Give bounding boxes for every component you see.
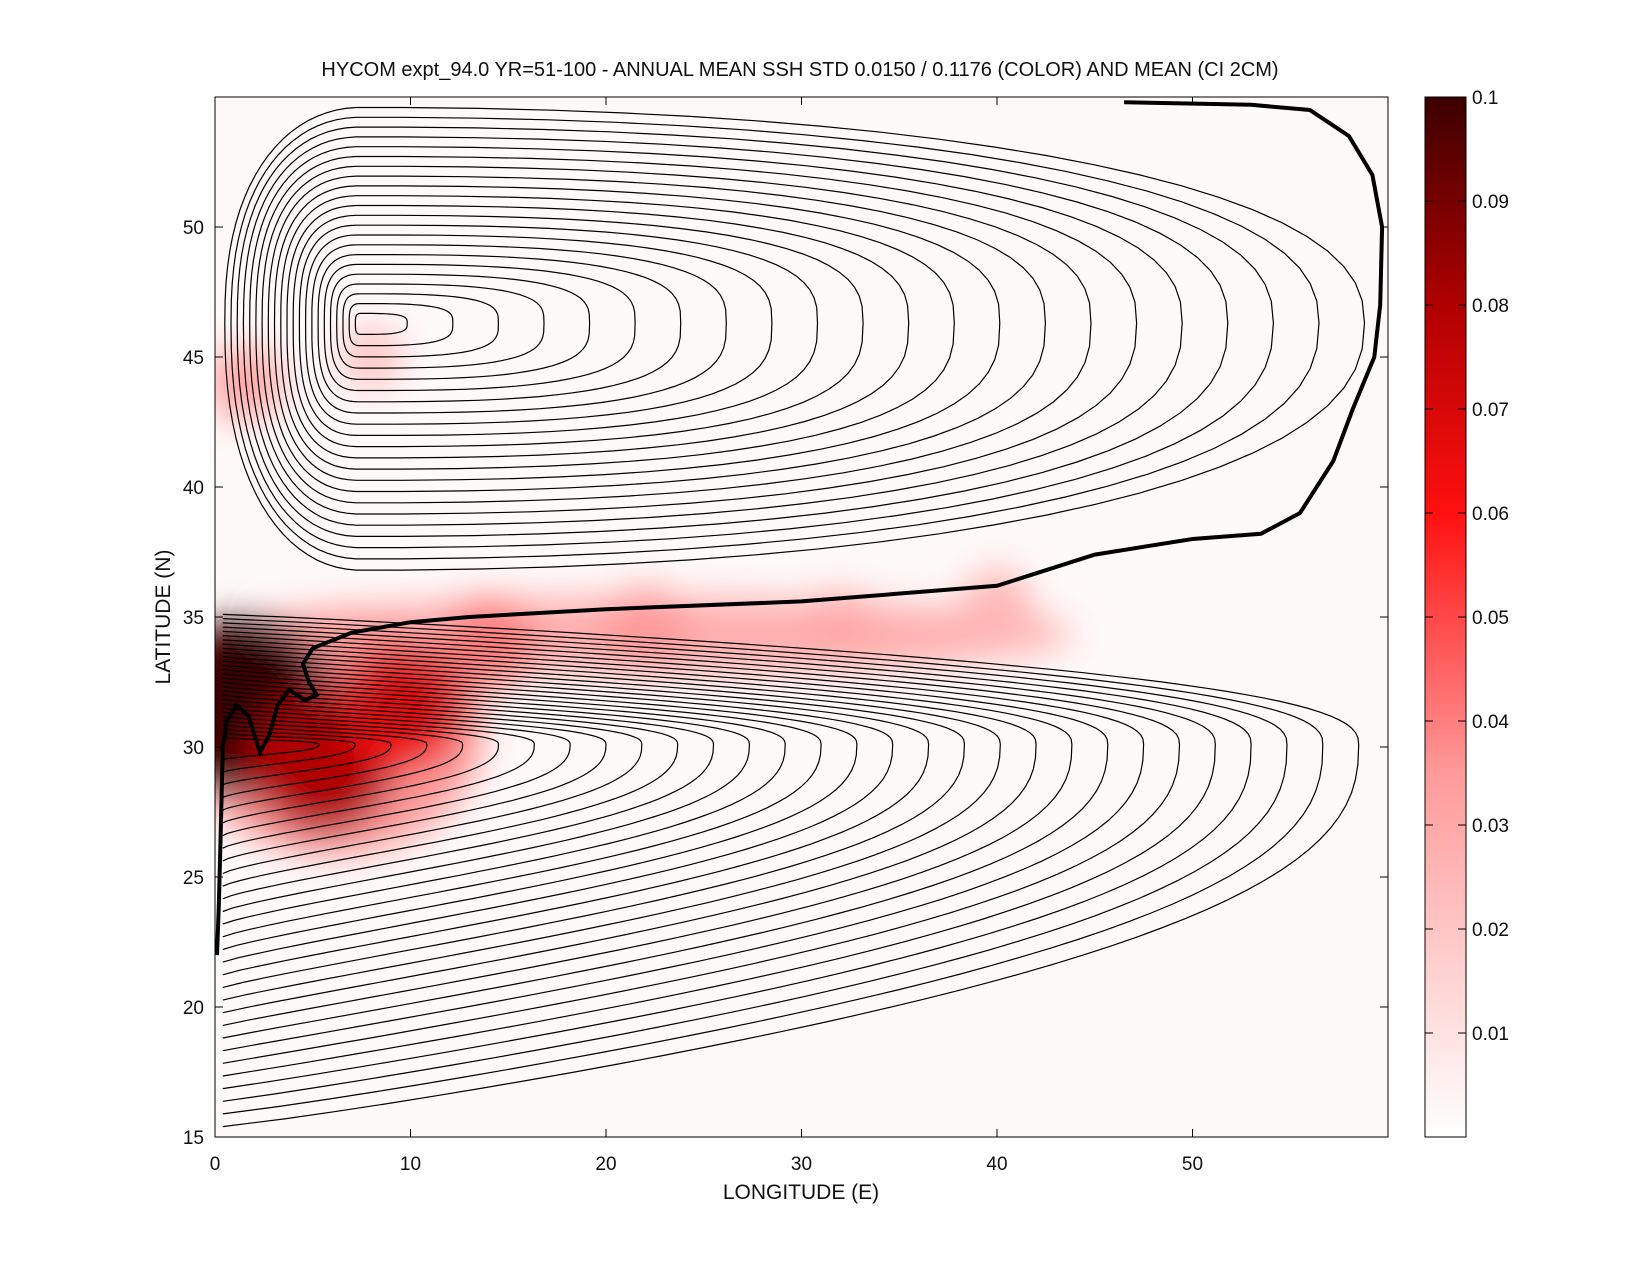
subpolar-contour [292,214,864,448]
subtropical-contour [222,635,1181,1064]
subpolar-contour [317,254,682,403]
subpolar-contour [255,155,1138,515]
subpolar-contour [242,136,1229,537]
subtropical-contour [222,622,1288,1102]
y-tick-label: 35 [183,608,204,629]
subpolar-contour [329,273,591,380]
colorbar-tick-label: 0.03 [1472,816,1509,837]
subpolar-contour [286,204,910,459]
y-tick-label: 20 [183,998,204,1019]
subtropical-contour [222,711,535,837]
subpolar-contour [280,195,955,470]
x-tick-label: 10 [400,1154,421,1175]
subtropical-contour [222,677,822,938]
std-hotspot [801,591,880,669]
chart-title: HYCOM expt_94.0 YR=51-100 - ANNUAL MEAN … [321,59,1278,81]
y-tick-label: 30 [183,738,204,759]
subtropical-contour [222,652,1037,1014]
colorbar-ticks: 0.01 0.02 0.03 0.04 0.05 0.06 0.07 0.08 0.09 0.1 [1425,88,1509,1045]
subtropical-contour [222,681,786,925]
x-axis-label: LONGITUDE (E) [723,1181,879,1204]
subpolar-contour [236,126,1275,549]
subpolar-contour [348,303,454,347]
colorbar-tick-label: 0.08 [1472,296,1509,317]
subtropical-contour [222,618,1324,1115]
subtropical-contour [222,669,894,963]
subtropical-contour [222,626,1252,1090]
subtropical-contour [222,690,715,900]
subtropical-contour [222,613,1360,1128]
subpolar-contour [311,244,727,414]
colorbar-tick-label: 0.09 [1472,192,1509,213]
x-tick-label: 20 [595,1154,616,1175]
subtropical-contour [222,728,392,786]
subtropical-contour [222,703,607,862]
colorbar-tick-label: 0.07 [1472,400,1509,421]
colorbar-tick-label: 0.1 [1472,88,1498,109]
subpolar-contour [354,312,408,335]
subtropical-contour [222,664,930,976]
subtropical-contour [222,639,1145,1052]
colorbar-tick-label: 0.01 [1472,1024,1509,1045]
zero-ssh-contour [215,100,1385,956]
std-hotspot [442,597,535,689]
subtropical-contour [222,630,1216,1077]
y-tick-label: 15 [183,1128,204,1149]
mean-ssh-contours [222,106,1366,1128]
subtropical-contour [222,720,464,811]
subpolar-contour [304,234,773,425]
subtropical-contour [222,715,500,824]
subtropical-contour [222,647,1073,1026]
colorbar: 0.01 0.02 0.03 0.04 0.05 0.06 0.07 0.08 0.09 0.1 [1424,88,1509,1138]
x-tick-label: 0 [210,1154,221,1175]
subtropical-contour [222,686,751,913]
x-axis: 0 10 20 30 40 50 [210,97,1203,1175]
y-tick-label: 25 [183,868,204,889]
colorbar-tick-label: 0.06 [1472,504,1509,525]
subtropical-contour [222,660,966,988]
subpolar-contour [273,185,1001,481]
colorbar-tick-label: 0.02 [1472,920,1509,941]
plot-area: 0 10 20 30 40 50 15 20 25 30 35 40 45 50 [183,96,1389,1175]
subtropical-contour [222,673,858,951]
subpolar-contour [249,146,1183,526]
subpolar-contour [224,106,1366,571]
subpolar-contour [336,283,545,369]
subpolar-contour [261,165,1092,504]
subtropical-contour [222,724,428,799]
x-tick-label: 40 [986,1154,1007,1175]
subtropical-contour [222,698,643,875]
y-tick-label: 50 [183,218,204,239]
subtropical-contour [222,732,356,773]
colorbar-tick-label: 0.04 [1472,712,1509,733]
y-axis: 15 20 25 30 35 40 45 50 [183,218,1388,1149]
subpolar-contour [342,293,500,358]
x-tick-label: 50 [1182,1154,1203,1175]
y-tick-label: 40 [183,478,204,499]
subtropical-contour [222,643,1109,1039]
y-tick-label: 45 [183,348,204,369]
subtropical-contour [222,707,571,849]
colorbar-tick-label: 0.05 [1472,608,1509,629]
subpolar-contour [230,116,1320,560]
y-axis-label: LATITUDE (N) [152,550,175,685]
subtropical-contour [222,656,1001,1001]
subpolar-contour [323,263,636,392]
subtropical-contour [222,694,679,887]
subpolar-contour [298,224,819,436]
subpolar-contour [267,175,1047,493]
x-tick-label: 30 [791,1154,812,1175]
